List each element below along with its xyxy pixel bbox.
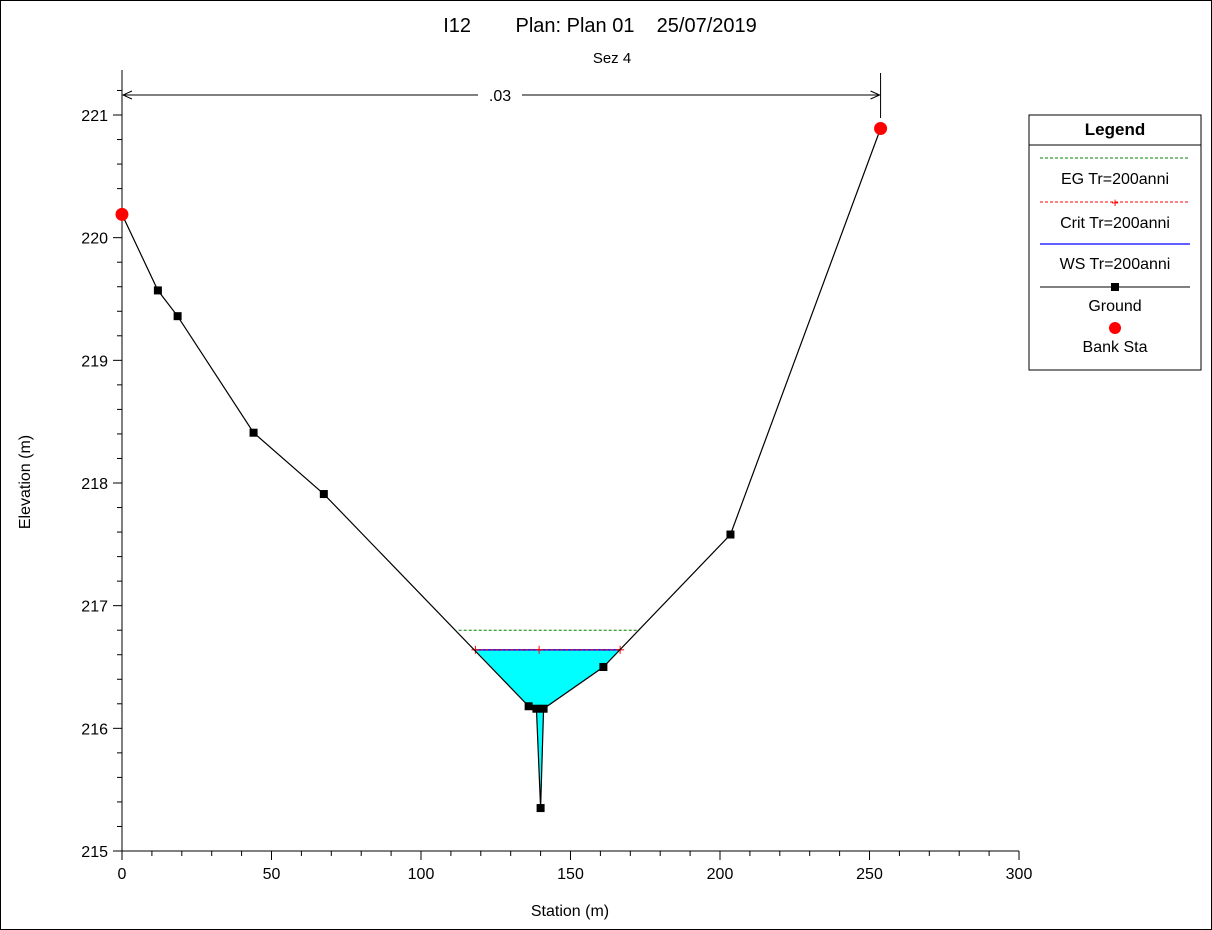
legend-ground-label: Ground — [1088, 298, 1141, 315]
legend-crit-label: Crit Tr=200anni — [1060, 215, 1170, 232]
plot-area: 0 50 100 150 200 250 300 215 216 217 218 219 220 221.… — [81, 70, 1032, 883]
ground-point — [319, 490, 328, 499]
x-axis-label: Station (m) — [531, 903, 609, 920]
chart-subtitle: Sez 4 — [593, 50, 631, 67]
y-axis-label: Elevation (m) — [17, 435, 34, 529]
y-tick-label: 220 — [81, 231, 108, 248]
ground-point — [524, 702, 533, 711]
y-tick-label: 216 — [81, 721, 108, 738]
x-tick-label: 100 — [408, 866, 435, 883]
roughness-arrow-right — [870, 90, 881, 100]
y-tick-label: 219 — [81, 353, 108, 370]
x-tick-label: 50 — [263, 866, 281, 883]
legend-title: Legend — [1085, 120, 1145, 139]
legend-ws-label: WS Tr=200anni — [1060, 256, 1171, 273]
y-tick-label: 215 — [81, 844, 108, 861]
ground-point — [153, 286, 162, 295]
legend-bank-label: Bank Sta — [1083, 339, 1148, 356]
x-tick-label: 0 — [118, 866, 127, 883]
roughness-label: .03 — [489, 88, 511, 105]
legend-crit-marker: + — [1111, 195, 1119, 210]
chart-title: I12 Plan: Plan 01 25/07/2019 — [443, 15, 757, 37]
legend-eg-label: EG Tr=200anni — [1061, 171, 1169, 188]
x-tick-label: 150 — [557, 866, 584, 883]
bank-station-point — [115, 207, 129, 221]
ground-point — [249, 428, 258, 437]
x-tick-label: 200 — [707, 866, 734, 883]
legend-bank-marker — [1109, 322, 1121, 334]
x-tick-label: 250 — [856, 866, 883, 883]
ground-point — [536, 804, 545, 813]
ground-line — [121, 128, 882, 809]
ground-point — [599, 663, 608, 671]
legend: Legend EG Tr=200anni + Crit Tr=200anni W… — [1028, 114, 1202, 371]
y-tick-label: 217 — [81, 599, 108, 616]
legend-ground-marker — [1111, 283, 1119, 291]
ground-point — [532, 704, 541, 713]
ground-point — [726, 530, 735, 539]
water-fill — [475, 649, 621, 809]
roughness-arrow-left — [121, 90, 133, 100]
y-tick-label: 218 — [81, 476, 108, 493]
x-tick-label: 300 — [1006, 866, 1033, 883]
ground-point — [539, 704, 548, 713]
ground-point — [173, 312, 182, 321]
bank-station-point — [874, 121, 888, 135]
y-tick-label: 221 — [81, 108, 108, 125]
